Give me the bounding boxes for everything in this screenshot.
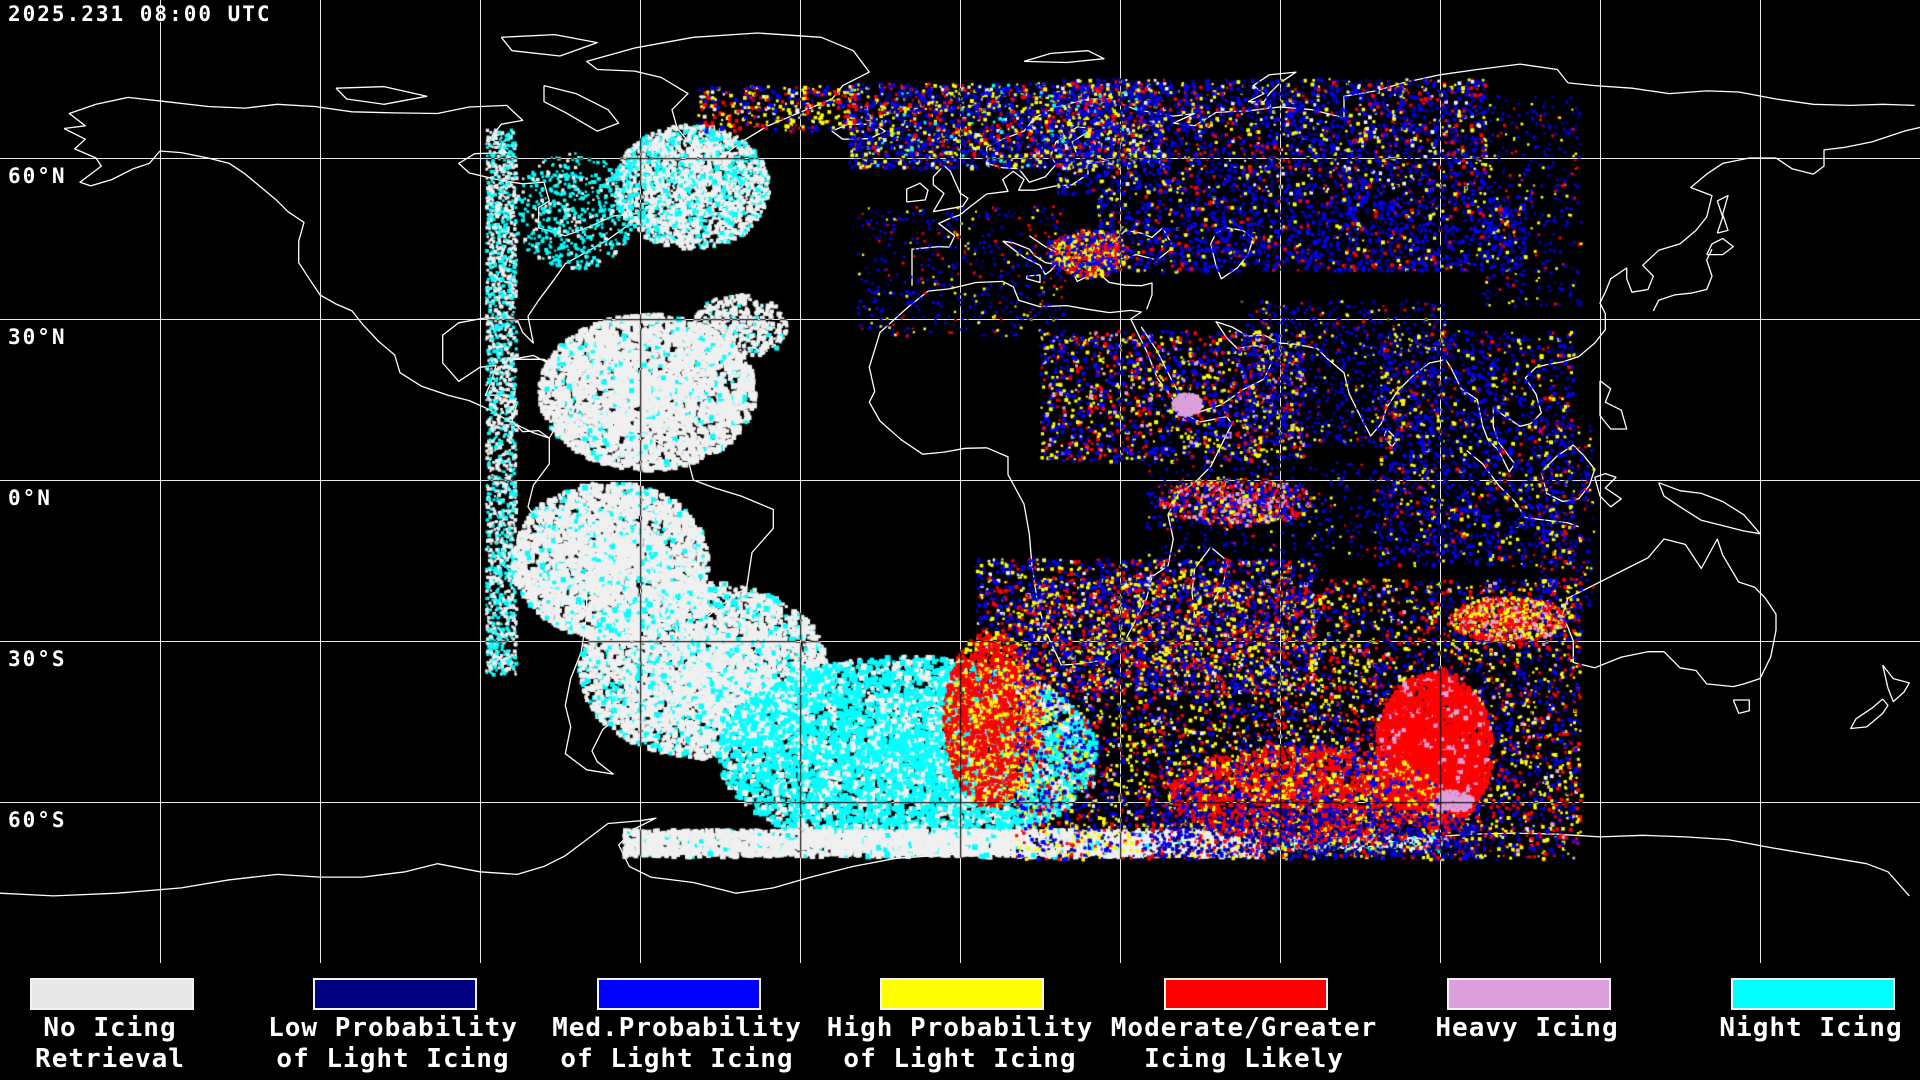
legend-label: Moderate/Greater Icing Likely (1110, 1013, 1378, 1074)
legend-label: No Icing Retrieval (35, 1013, 185, 1074)
legend-label: High Probability of Light Icing (826, 1013, 1094, 1074)
timestamp: 2025.231 08:00 UTC (8, 2, 272, 26)
legend-label: Low Probability of Light Icing (268, 1013, 518, 1074)
latitude-label: 30°S (8, 647, 67, 671)
legend-swatch (1447, 978, 1611, 1010)
legend-label: Heavy Icing (1435, 1013, 1619, 1043)
legend-swatch (313, 978, 477, 1010)
legend-label: Med.Probability of Light Icing (552, 1013, 802, 1074)
legend: No Icing Retrieval Low Probability of Lig… (0, 963, 1920, 1080)
legend-swatch (1164, 978, 1328, 1010)
latitude-label: 60°N (8, 164, 67, 188)
legend-label: Night Icing (1719, 1013, 1903, 1043)
legend-swatch (30, 978, 194, 1010)
legend-swatch (597, 978, 761, 1010)
latitude-label: 30°N (8, 325, 67, 349)
latitude-label: 60°S (8, 808, 67, 832)
legend-swatch (1731, 978, 1895, 1010)
legend-swatch (880, 978, 1044, 1010)
latitude-label: 0°N (8, 486, 52, 510)
